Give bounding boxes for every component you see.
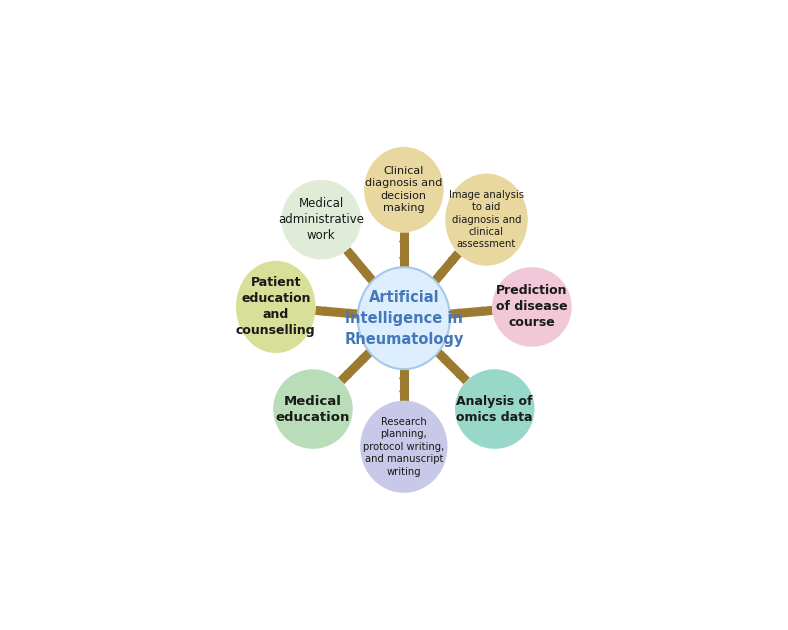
Text: Prediction
of disease
course: Prediction of disease course [496, 285, 567, 329]
Text: Research
planning,
protocol writing,
and manuscript
writing: Research planning, protocol writing, and… [363, 417, 444, 476]
Ellipse shape [273, 369, 353, 449]
Text: Artificial
intelligence in
Rheumatology: Artificial intelligence in Rheumatology [344, 290, 463, 346]
Ellipse shape [358, 267, 450, 369]
Text: Medical
education: Medical education [276, 394, 350, 423]
Ellipse shape [364, 147, 444, 232]
Ellipse shape [236, 261, 315, 353]
Text: Analysis of
omics data: Analysis of omics data [456, 394, 533, 423]
Ellipse shape [445, 174, 528, 266]
Text: Clinical
diagnosis and
decision
making: Clinical diagnosis and decision making [365, 166, 443, 213]
Text: Image analysis
to aid
diagnosis and
clinical
assessment: Image analysis to aid diagnosis and clin… [449, 190, 524, 249]
Ellipse shape [492, 267, 571, 347]
Ellipse shape [281, 180, 361, 260]
Text: Medical
administrative
work: Medical administrative work [278, 197, 364, 242]
Ellipse shape [360, 401, 448, 493]
Text: Patient
education
and
counselling: Patient education and counselling [236, 277, 316, 338]
Ellipse shape [455, 369, 534, 449]
